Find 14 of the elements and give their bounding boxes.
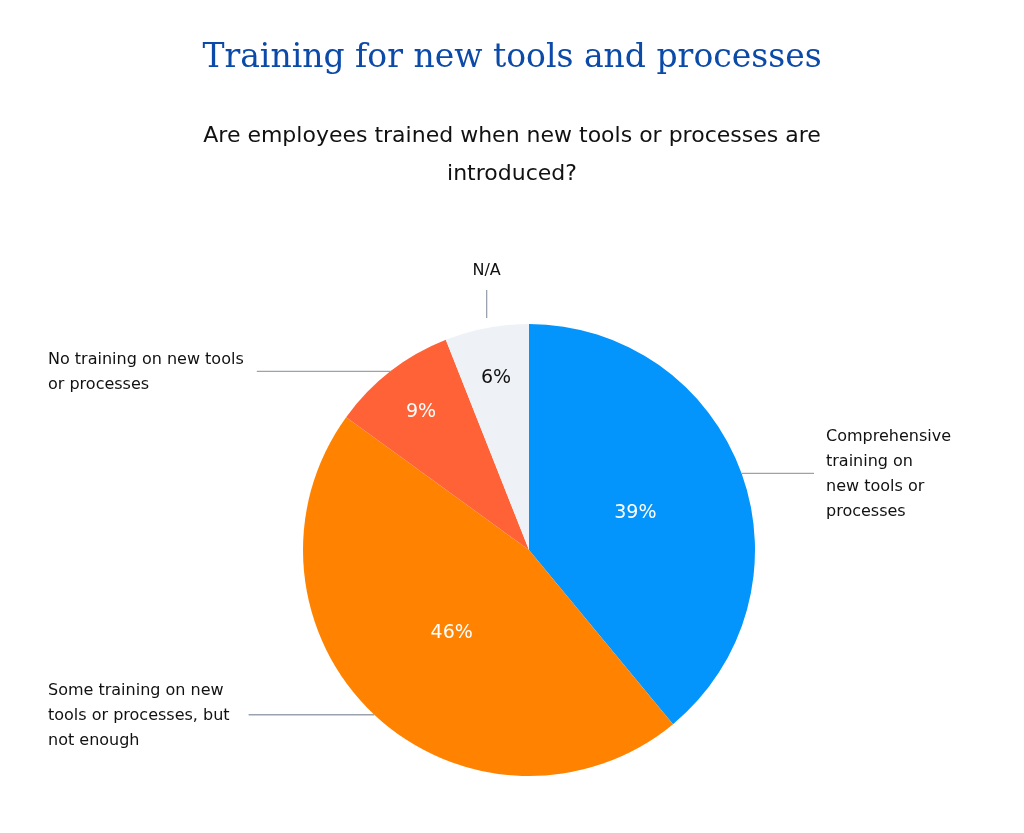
slice-label: Some training on new tools or processes, but not enough — [48, 679, 230, 749]
data-label: 6% — [480, 364, 512, 387]
slice-label: Comprehensive training on new tools or processes — [826, 425, 951, 520]
data-label: 46% — [430, 620, 473, 643]
pie-slice — [445, 324, 529, 550]
pie-slice — [346, 339, 529, 550]
pie-slice — [529, 324, 755, 725]
data-label: 9% — [405, 398, 437, 421]
slice-label: No training on new tools or processes — [48, 348, 244, 393]
chart-subtitle: Are employees trained when new tools or processes are introduced? — [203, 122, 821, 185]
data-label: 39% — [614, 499, 657, 522]
pie-slice — [303, 417, 674, 776]
chart-title: Training for new tools and processes — [202, 36, 822, 75]
slice-label: N/A — [472, 260, 501, 279]
